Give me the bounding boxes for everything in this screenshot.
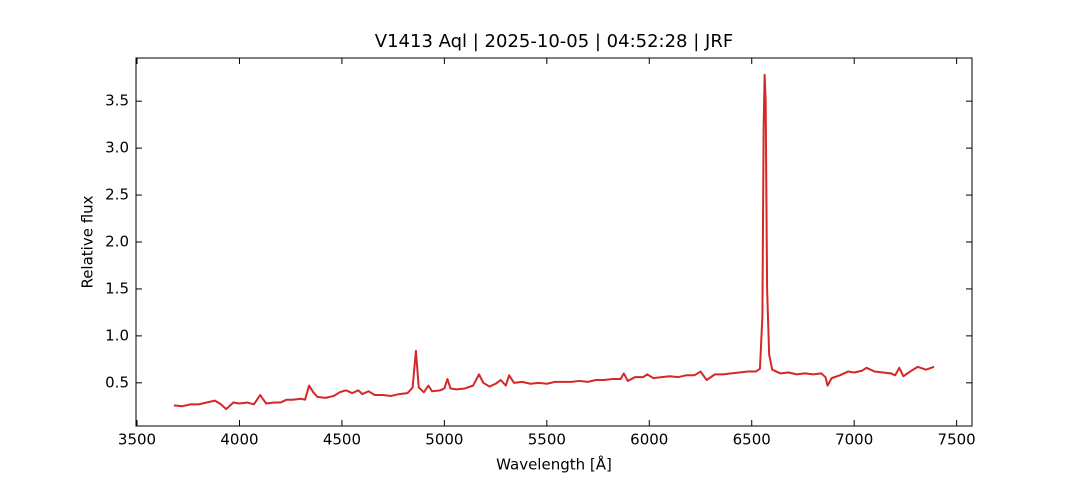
y-tick-label: 2.0 [105,233,129,251]
x-tick-label: 5500 [528,431,566,449]
y-tick-label: 1.0 [105,326,129,344]
chart-title: V1413 Aql | 2025-10-05 | 04:52:28 | JRF [375,31,733,52]
y-axis-label: Relative flux [79,195,97,288]
plot-frame [135,57,973,427]
y-tick-label: 3.5 [105,92,129,110]
x-tick-label: 7000 [835,431,873,449]
spectrum-line [173,73,935,411]
x-tick-label: 4000 [220,431,258,449]
x-tick-label: 7500 [938,431,976,449]
y-tick-label: 3.0 [105,139,129,157]
x-tick-label: 6500 [733,431,771,449]
y-tick-label: 2.5 [105,186,129,204]
x-tick-label: 5000 [425,431,463,449]
x-tick-label: 3500 [118,431,156,449]
y-tick-label: 0.5 [105,373,129,391]
y-tick-label: 1.5 [105,279,129,297]
x-axis-label: Wavelength [Å] [496,455,612,474]
x-tick-label: 6000 [630,431,668,449]
x-tick-label: 4500 [323,431,361,449]
